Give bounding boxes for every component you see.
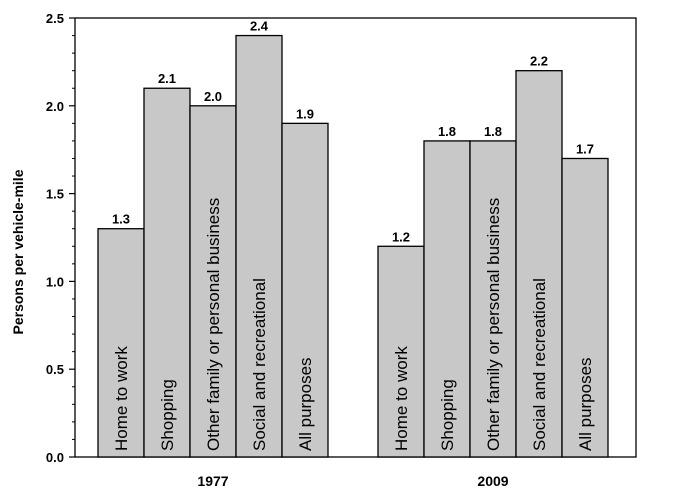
data-label: 2.0 [204, 89, 222, 104]
bar [469, 140, 517, 458]
data-label: 1.2 [392, 229, 410, 244]
bar [423, 140, 471, 458]
bar-category-label: All purposes [576, 357, 595, 451]
bar [281, 122, 329, 458]
bar-category-label: Other family or personal business [204, 198, 223, 451]
data-label: 1.7 [576, 141, 594, 156]
bar-category-label: Social and recreational [530, 278, 549, 451]
y-tick-label: 2.0 [46, 99, 64, 114]
bar-category-label: Shopping [158, 379, 177, 451]
y-tick-label: 0.0 [46, 450, 64, 465]
group-label: 1977 [197, 473, 228, 489]
data-label: 2.2 [530, 54, 548, 69]
bar-category-label: Home to work [112, 346, 131, 451]
bar [143, 87, 191, 458]
data-label: 1.8 [484, 124, 502, 139]
y-tick-label: 1.5 [46, 187, 64, 202]
bar [189, 105, 237, 458]
bar-category-label: Shopping [438, 379, 457, 451]
y-tick-label: 0.5 [46, 362, 64, 377]
data-label: 1.3 [112, 212, 130, 227]
plot-area: 0.0 0.5 1.0 1.5 2.0 2.5 1.3 Home to work 2.1 Shop… [46, 11, 637, 489]
data-label: 2.4 [250, 19, 269, 34]
bar-category-label: Home to work [392, 346, 411, 451]
group-label: 2009 [477, 473, 508, 489]
bar [235, 34, 283, 458]
bar [377, 245, 425, 458]
data-label: 2.1 [158, 71, 176, 86]
y-tick-label: 2.5 [46, 11, 64, 26]
bar-category-label: All purposes [296, 357, 315, 451]
bar [561, 157, 609, 458]
bar-category-label: Social and recreational [250, 278, 269, 451]
bar-category-label: Other family or personal business [484, 198, 503, 451]
plot-frame [74, 17, 637, 458]
y-axis-title: Persons per vehicle-mile [10, 169, 26, 334]
bar [97, 228, 145, 458]
bar [515, 70, 563, 458]
data-label: 1.8 [438, 124, 456, 139]
y-tick-label: 1.0 [46, 274, 64, 289]
data-label: 1.9 [296, 106, 314, 121]
